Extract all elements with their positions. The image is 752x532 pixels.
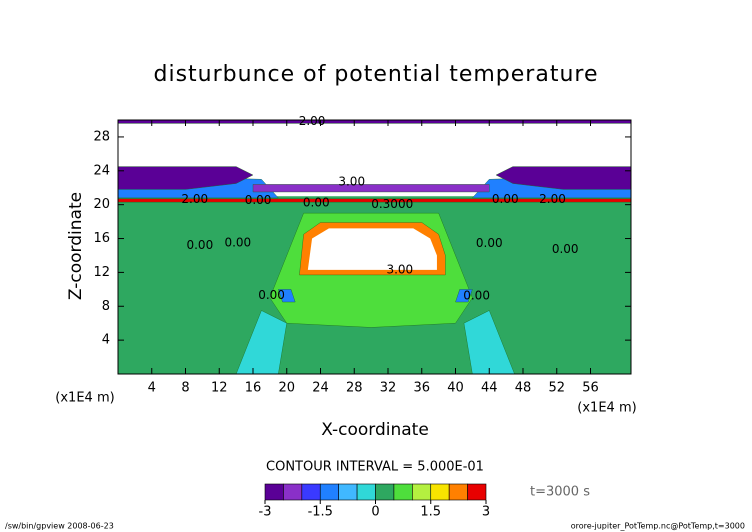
x-tick-label: 36: [413, 381, 430, 396]
contour-region: [278, 289, 296, 303]
y-axis-label: Z-coordinate: [66, 192, 86, 300]
contour-label: 0.00: [186, 238, 213, 252]
colorbar-bin: [430, 483, 450, 501]
x-tick-label: 20: [278, 381, 295, 396]
contour-region: [117, 119, 632, 124]
y-tick-label: 8: [102, 299, 110, 314]
x-tick-label: 32: [380, 381, 397, 396]
y-tick-label: 24: [93, 163, 110, 178]
x-unit: (x1E4 m): [577, 401, 636, 416]
colorbar-bin: [319, 483, 339, 501]
x-tick-label: 44: [481, 381, 498, 396]
y-tick-label: 28: [93, 129, 110, 144]
colorbar-bin: [338, 483, 358, 501]
x-tick-label: 4: [148, 381, 156, 396]
contour-label: 2.00: [299, 114, 326, 128]
x-tick-label: 8: [181, 381, 189, 396]
contour-region: [495, 166, 632, 190]
colorbar-tick-label: -1.5: [308, 505, 333, 520]
colorbar-bin: [375, 483, 395, 501]
contour-label: 2.00: [539, 192, 566, 206]
plot-frame: [117, 119, 632, 375]
colorbar-tick-label: 3: [482, 505, 490, 520]
x-tick-label: 56: [582, 381, 599, 396]
x-tick-label: 16: [245, 381, 262, 396]
y-tick-label: 20: [93, 197, 110, 212]
contour-label: 3.00: [386, 262, 413, 276]
x-tick-label: 48: [515, 381, 532, 396]
contour-label: 0.00: [552, 242, 579, 256]
contour-label: 3.00: [338, 174, 365, 188]
contour-label: 0.3000: [371, 197, 413, 211]
y-unit: (x1E4 m): [55, 391, 114, 406]
colorbar-bin: [448, 483, 468, 501]
chart-title: disturbunce of potential temperature: [154, 62, 599, 87]
colorbar-bin: [301, 483, 321, 501]
contour-label: 0.00: [492, 192, 519, 206]
contour-region: [455, 289, 473, 303]
colorbar-bin: [467, 483, 487, 501]
colorbar-bin: [356, 483, 376, 501]
contour-interval: CONTOUR INTERVAL = 5.000E-01: [266, 460, 484, 475]
x-tick-label: 24: [312, 381, 329, 396]
contour-region: [117, 166, 254, 190]
contour-label: 0.00: [245, 193, 272, 207]
x-tick-label: 40: [447, 381, 464, 396]
footer-right: orore-jupiter_PotTemp.nc@PotTemp,t=3000: [571, 522, 745, 531]
contour-region: [307, 228, 437, 270]
y-tick-label: 4: [102, 333, 110, 348]
contour-region: [252, 184, 490, 193]
contour-label: 0.00: [476, 236, 503, 250]
contour-label: 0.00: [463, 289, 490, 303]
colorbar-tick-label: -3: [259, 505, 272, 520]
colorbar-tick-label: 0: [371, 505, 379, 520]
x-axis-label: X-coordinate: [321, 420, 429, 440]
colorbar-bin: [283, 483, 303, 501]
colorbar-tick-label: 1.5: [420, 505, 441, 520]
colorbar-bin: [412, 483, 432, 501]
contour-label: 2.00: [181, 192, 208, 206]
contour-label: 0.00: [303, 195, 330, 209]
time-label: t=3000 s: [530, 485, 590, 500]
y-tick-label: 16: [93, 231, 110, 246]
colorbar-bin: [393, 483, 413, 501]
contour-label: 0.00: [224, 235, 251, 249]
y-tick-label: 12: [93, 265, 110, 280]
x-tick-label: 12: [211, 381, 228, 396]
footer-left: /sw/bin/gpview 2008-06-23: [5, 522, 114, 531]
x-tick-label: 28: [346, 381, 363, 396]
contour-label: 0.00: [258, 288, 285, 302]
colorbar-bin: [264, 483, 284, 501]
x-tick-label: 52: [548, 381, 565, 396]
